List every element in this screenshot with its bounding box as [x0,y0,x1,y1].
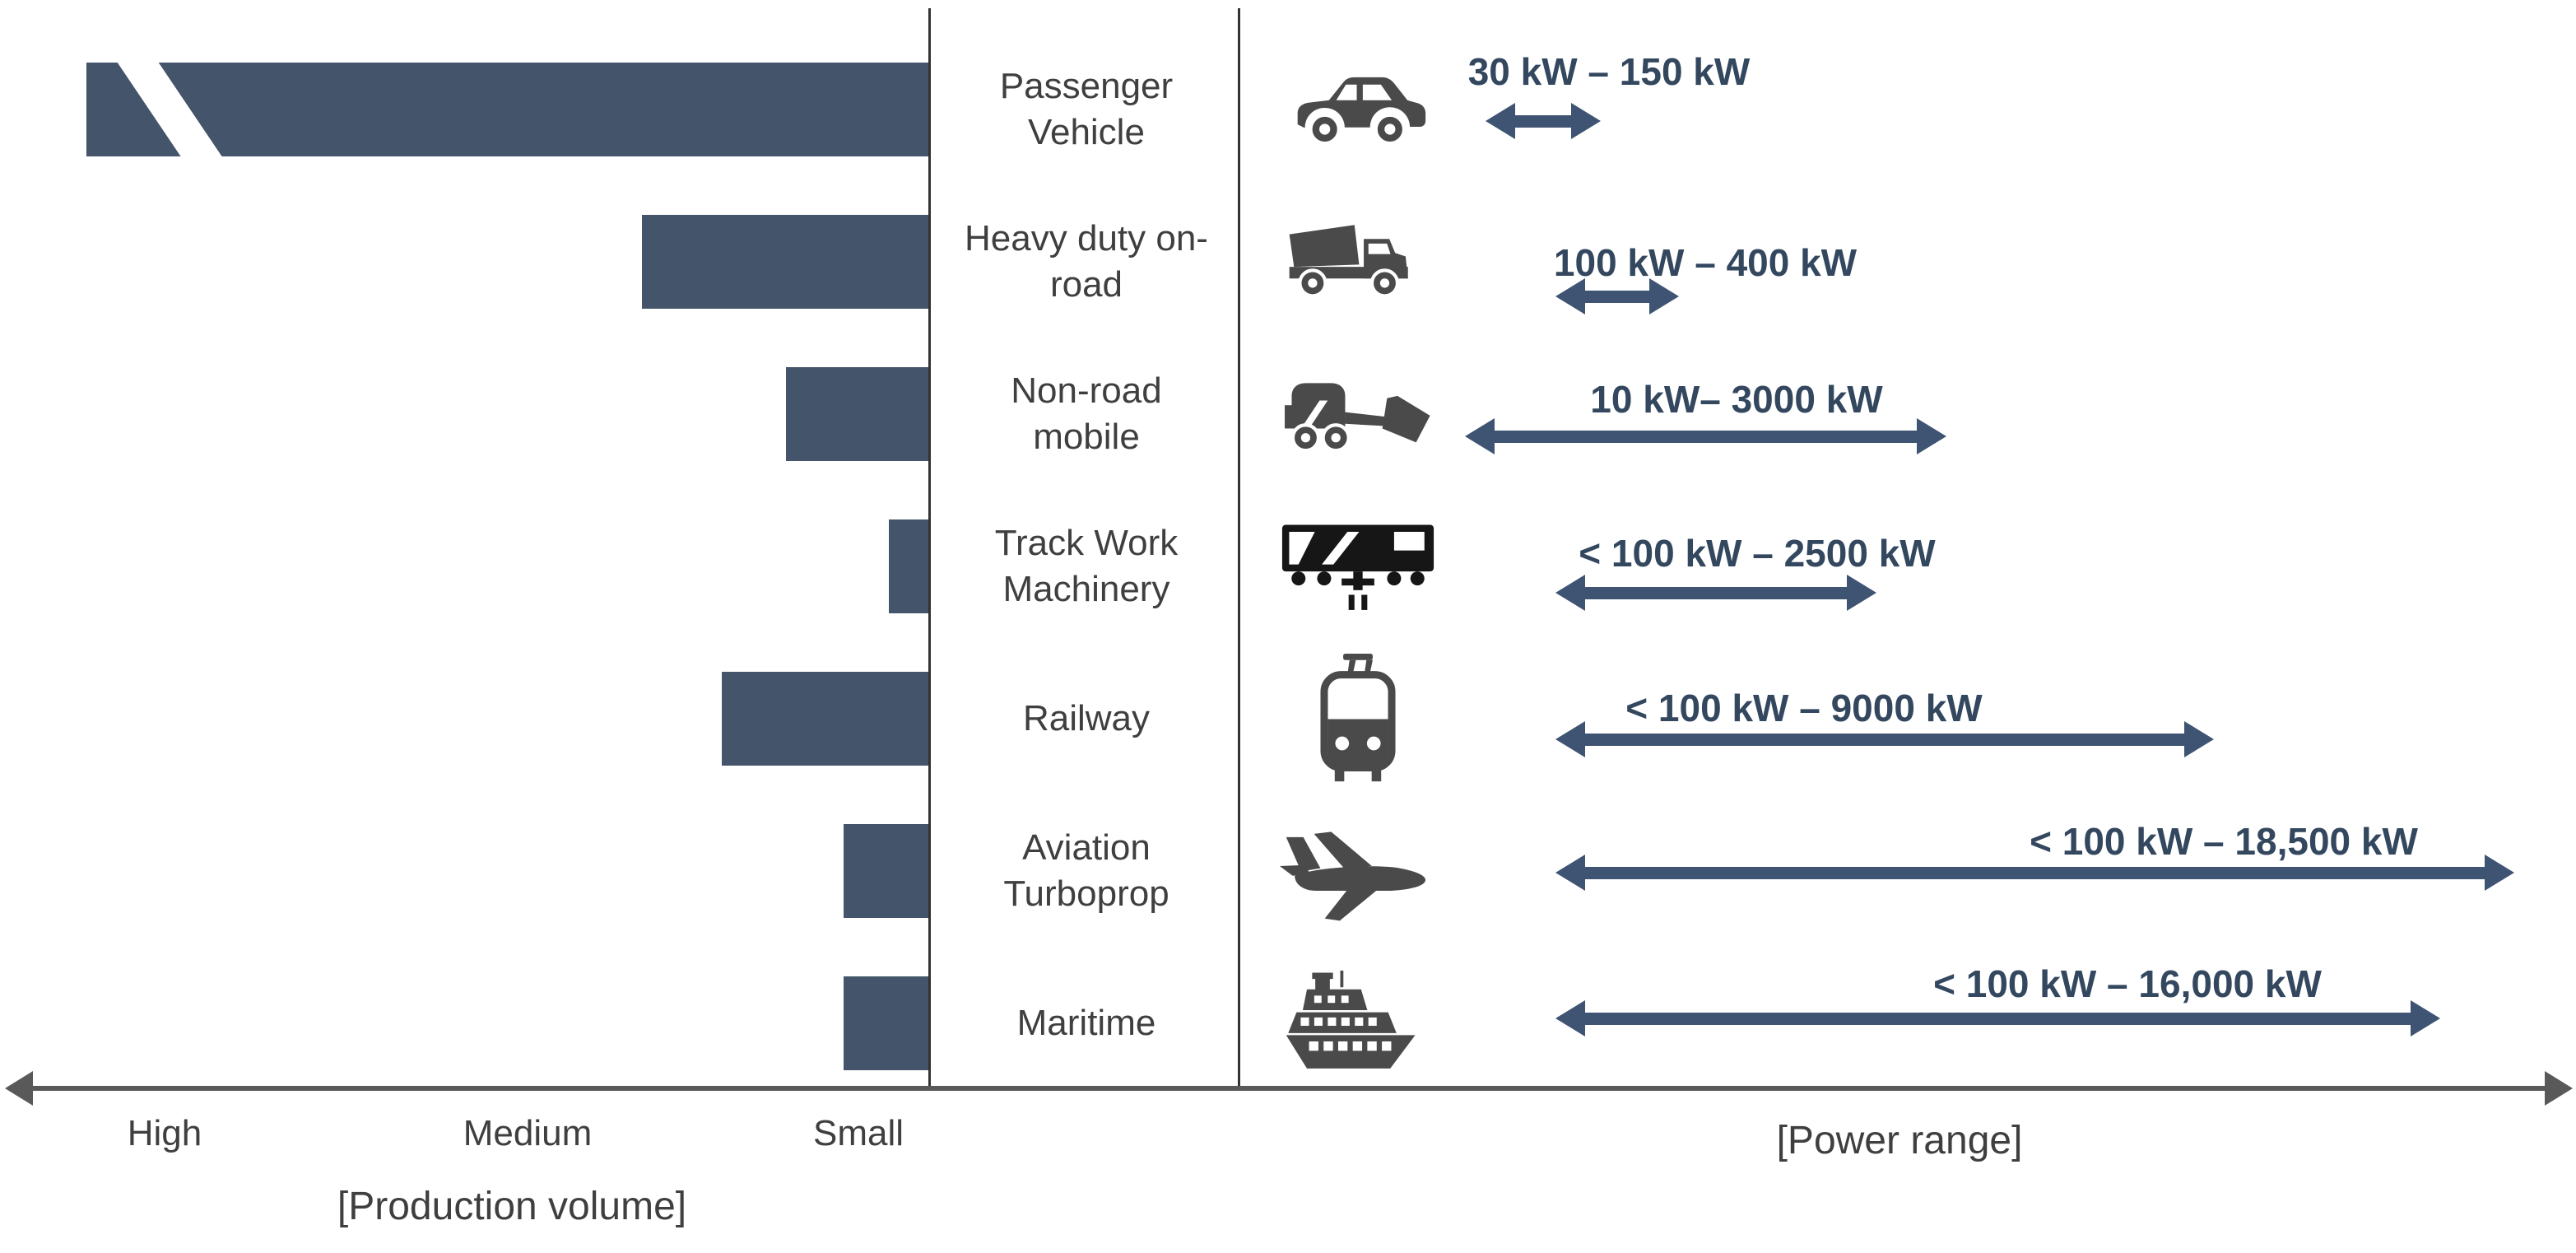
airplane-icon [1277,804,1439,939]
arrow-shaft [1579,733,2191,746]
power-range-axis-title: [Power range] [1776,1119,2023,1162]
bar-track-work-machinery [889,519,930,613]
power-range-arrow-track-work [1555,575,1876,611]
chart-divider-left [928,8,931,1088]
production-volume-axis-title: [Production volume] [337,1185,687,1228]
arrowhead-right [2184,721,2214,757]
bar-heavy-duty-on-road [642,215,930,309]
arrow-shaft [1509,114,1578,128]
power-range-label-maritime: < 100 kW – 16,000 kW [1933,962,2322,1005]
category-label-heavy-duty-on-road: Heavy duty on- road [965,217,1208,305]
arrowhead-right [1847,575,1876,611]
tram-icon [1277,651,1439,786]
bar-aviation-turboprop [844,824,930,918]
arrowhead-right [2485,855,2514,891]
arrowhead-right [1917,418,1946,454]
category-label-passenger-vehicle: Passenger Vehicle [999,65,1174,152]
category-label-aviation-turboprop: Aviation Turboprop [1003,827,1169,914]
arrow-shaft [1579,586,1853,599]
power-range-arrow-non-road-mobile [1465,418,1946,454]
chart-divider-right [1238,8,1240,1088]
power-range-arrow-maritime [1555,1000,2440,1036]
bar-railway [722,672,930,766]
car-icon [1277,42,1439,177]
tick-medium: Medium [463,1113,593,1153]
track-work-machinery-icon [1277,499,1439,634]
power-range-label-railway: < 100 kW – 9000 kW [1625,687,1983,729]
power-range-arrow-passenger-vehicle [1486,103,1601,139]
wheel-loader-icon [1277,347,1439,482]
ship-icon [1277,956,1439,1091]
axis-arrow-left-icon [5,1071,33,1106]
bar-truncation-slash [115,63,226,156]
power-range-label-aviation: < 100 kW – 18,500 kW [2030,820,2418,863]
bar-passenger-vehicle [86,63,930,156]
tick-high: High [127,1113,202,1153]
category-label-track-work-machinery: Track Work Machinery [994,522,1179,609]
power-range-label-heavy-duty: 100 kW – 400 kW [1553,241,1858,284]
axis-arrow-right-icon [2545,1071,2573,1106]
arrow-shaft [1579,866,2491,879]
arrow-shaft [1579,1012,2417,1025]
arrowhead-right [2411,1000,2440,1036]
arrow-shaft [1488,430,1923,443]
bar-maritime [844,976,930,1070]
arrowhead-right [1571,103,1601,139]
tick-small: Small [812,1113,904,1153]
power-range-label-track-work: < 100 kW – 2500 kW [1579,532,1936,575]
bar-non-road-mobile [786,367,930,461]
power-range-arrow-railway [1555,721,2214,757]
category-label-non-road-mobile: Non-road mobile [1011,370,1162,457]
power-range-arrow-heavy-duty [1555,278,1679,314]
arrowhead-right [1649,278,1679,314]
power-range-label-passenger-vehicle: 30 kW – 150 kW [1467,50,1751,93]
power-range-arrow-aviation [1555,855,2514,891]
category-label-maritime: Maritime [1016,1002,1156,1043]
horizontal-axis [30,1086,2550,1091]
category-label-railway: Railway [1022,697,1151,738]
arrow-shaft [1579,290,1656,303]
dump-truck-icon [1277,194,1439,329]
power-range-label-non-road-mobile: 10 kW– 3000 kW [1590,378,1883,421]
